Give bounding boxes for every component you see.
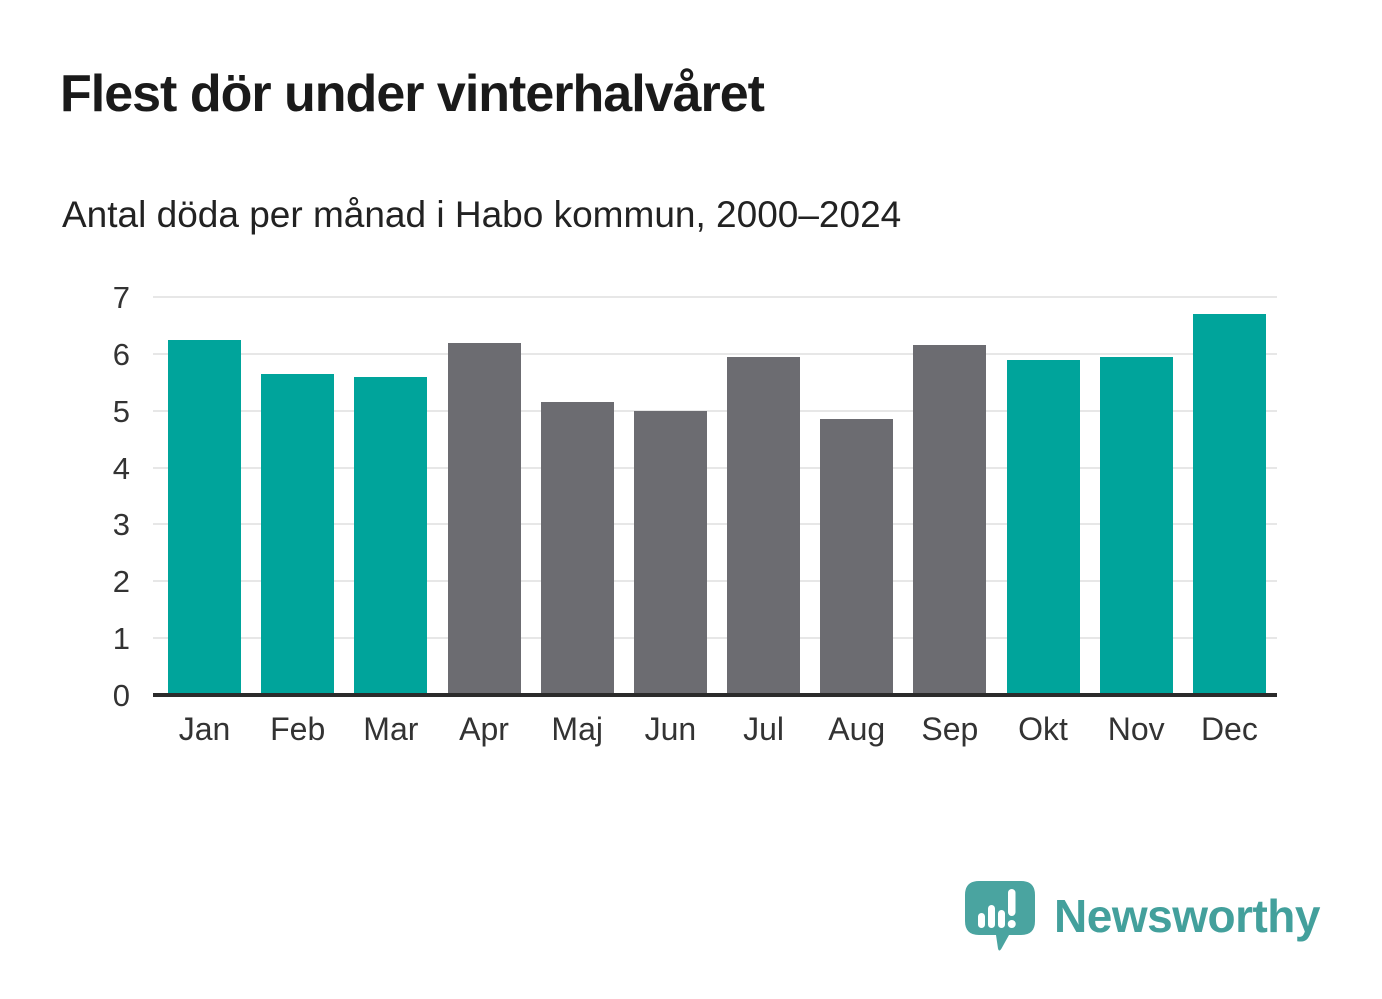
- bar-mar: [354, 376, 428, 695]
- x-axis-label-apr: Apr: [459, 711, 509, 747]
- y-axis-tick-label-1: 1: [112, 621, 130, 657]
- bar-jun: [633, 410, 707, 695]
- brand-footer: Newsworthy: [962, 878, 1320, 954]
- bar-series: [168, 297, 1266, 695]
- gridline-4: [153, 466, 1277, 469]
- x-axis-label-sep: Sep: [921, 711, 979, 747]
- x-axis-labels: Jan Feb Mar Apr Maj Jun Jul Aug Sep Okt Nov Dec: [168, 711, 1266, 748]
- newsworthy-wordmark: Newsworthy: [1054, 890, 1320, 942]
- y-axis-tick-label-5: 5: [112, 393, 130, 429]
- bar-maj: [540, 402, 614, 695]
- y-axis-tick-label-6: 6: [112, 336, 130, 372]
- bar-jan: [168, 339, 241, 695]
- y-axis-tick-label-2: 2: [112, 564, 130, 600]
- bar-apr: [447, 342, 521, 695]
- chart-title: Flest dör under vinterhalvåret: [60, 65, 765, 123]
- gridline-5: [153, 409, 1277, 412]
- x-axis-label-feb: Feb: [270, 711, 326, 747]
- x-axis-label-jul: Jul: [743, 711, 784, 747]
- x-axis-label-nov: Nov: [1107, 711, 1165, 747]
- plot-area: Jan Feb Mar Apr Maj Jun Jul Aug Sep Okt Nov Dec: [153, 296, 1277, 747]
- bar-sep: [913, 345, 987, 695]
- chart-subtitle: Antal döda per månad i Habo kommun, 2000…: [62, 194, 902, 235]
- y-axis-tick-label-4: 4: [112, 450, 130, 486]
- newsworthy-logo-icon: [965, 881, 1036, 951]
- bar-feb: [261, 373, 335, 695]
- x-axis-label-okt: Okt: [1018, 711, 1068, 747]
- x-axis-label-maj: Maj: [551, 711, 603, 747]
- bar-nov: [1099, 356, 1173, 695]
- gridline-6: [153, 352, 1277, 355]
- gridline-1: [153, 637, 1277, 640]
- y-axis: 0 1 2 3 4 5 6 7: [0, 282, 130, 711]
- bar-dec: [1192, 314, 1266, 695]
- y-axis-tick-label-0: 0: [112, 678, 130, 713]
- bar-jul: [727, 356, 801, 695]
- x-axis-label-jan: Jan: [178, 711, 231, 747]
- x-axis-label-mar: Mar: [363, 711, 419, 747]
- bar-aug: [820, 419, 894, 695]
- gridline-7: [153, 296, 1277, 298]
- x-axis-label-jun: Jun: [644, 711, 697, 747]
- bar-okt: [1006, 359, 1080, 695]
- y-axis-tick-label-3: 3: [112, 507, 130, 543]
- gridline-2: [153, 580, 1277, 583]
- x-axis-label-dec: Dec: [1200, 711, 1258, 747]
- x-axis-label-aug: Aug: [828, 711, 886, 747]
- y-axis-tick-label-7: 7: [112, 280, 130, 315]
- bar-chart: 0 1 2 3 4 5 6 7 Jan Feb Mar Apr Maj Jun Jul Aug Sep Okt N…: [0, 282, 1382, 747]
- x-axis-line: [153, 693, 1277, 697]
- gridline-3: [153, 523, 1277, 526]
